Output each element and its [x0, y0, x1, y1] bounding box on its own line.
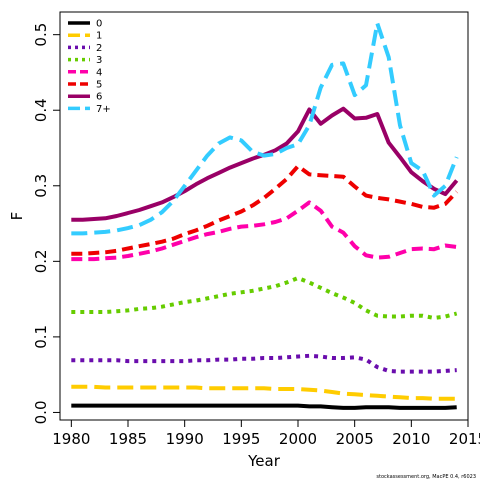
y-tick-label: 0.3 [32, 174, 50, 198]
y-tick-label: 0.2 [32, 249, 50, 273]
x-axis-label: Year [247, 452, 281, 470]
x-tick-label: 2015 [449, 430, 480, 448]
y-tick-label: 0.1 [32, 325, 50, 349]
series-line-7plus [71, 21, 459, 236]
legend-label-3: 3 [96, 55, 102, 66]
x-tick-label: 1990 [166, 430, 204, 448]
legend-label-1: 1 [96, 31, 102, 42]
series-line-3 [71, 276, 458, 320]
footnote: stockassessment.org, MacPE 0.4, r6023 [376, 474, 476, 480]
legend-label-4: 4 [96, 67, 102, 78]
x-tick-label: 2000 [279, 430, 317, 448]
y-tick-label: 0.4 [32, 98, 50, 122]
series-line-4 [71, 200, 457, 262]
x-tick-label: 1985 [109, 430, 147, 448]
x-axis: 1980 1985 1990 1995 2000 2005 2010 2015 [52, 419, 480, 448]
x-tick-label: 2010 [392, 430, 430, 448]
legend-label-7plus: 7+ [96, 104, 111, 115]
legend-label-0: 0 [96, 19, 102, 30]
series-line-1 [71, 384, 457, 401]
series-line-2 [71, 353, 457, 374]
legend-label-2: 2 [96, 43, 102, 54]
legend-label-5: 5 [96, 80, 102, 91]
y-tick-label: 0.5 [32, 23, 50, 47]
x-tick-label: 1995 [222, 430, 260, 448]
y-axis: 0.0 0.1 0.2 0.3 0.4 0.5 [32, 23, 61, 425]
x-tick-label: 2005 [336, 430, 374, 448]
series-line-5 [71, 164, 459, 256]
y-axis-label: F [8, 212, 26, 221]
x-tick-label: 1980 [52, 430, 90, 448]
legend-label-6: 6 [96, 92, 102, 103]
series-line-0 [71, 403, 457, 410]
y-tick-label: 0.0 [32, 401, 50, 425]
series-layer [71, 21, 459, 410]
